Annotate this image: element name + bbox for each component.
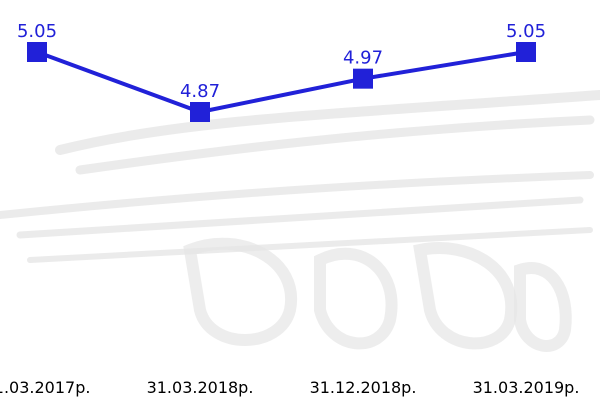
watermark-stroke (27, 227, 593, 263)
data-label: 4.97 (343, 48, 383, 69)
data-label: 5.05 (17, 21, 57, 42)
watermark-background (0, 90, 600, 352)
watermark-stroke (183, 237, 298, 346)
data-point-marker (516, 42, 536, 62)
watermark-stroke (55, 90, 600, 155)
watermark-stroke (413, 242, 518, 350)
data-label: 4.87 (180, 81, 220, 102)
watermark-stroke (514, 262, 572, 352)
x-tick-label: 31.03.2019р. (473, 378, 580, 397)
watermark-stroke (16, 196, 584, 239)
data-point-marker (27, 42, 47, 62)
x-tick-label: 31.03.2017р. (0, 378, 90, 397)
watermark-stroke (75, 115, 595, 175)
watermark-stroke (0, 171, 594, 219)
data-point-marker (190, 102, 210, 122)
data-label: 5.05 (506, 21, 546, 42)
x-tick-label: 31.12.2018р. (310, 378, 417, 397)
series-line (36, 50, 527, 114)
x-tick-label: 31.03.2018р. (147, 378, 254, 397)
watermark-stroke (314, 247, 398, 350)
data-point-marker (353, 68, 373, 89)
